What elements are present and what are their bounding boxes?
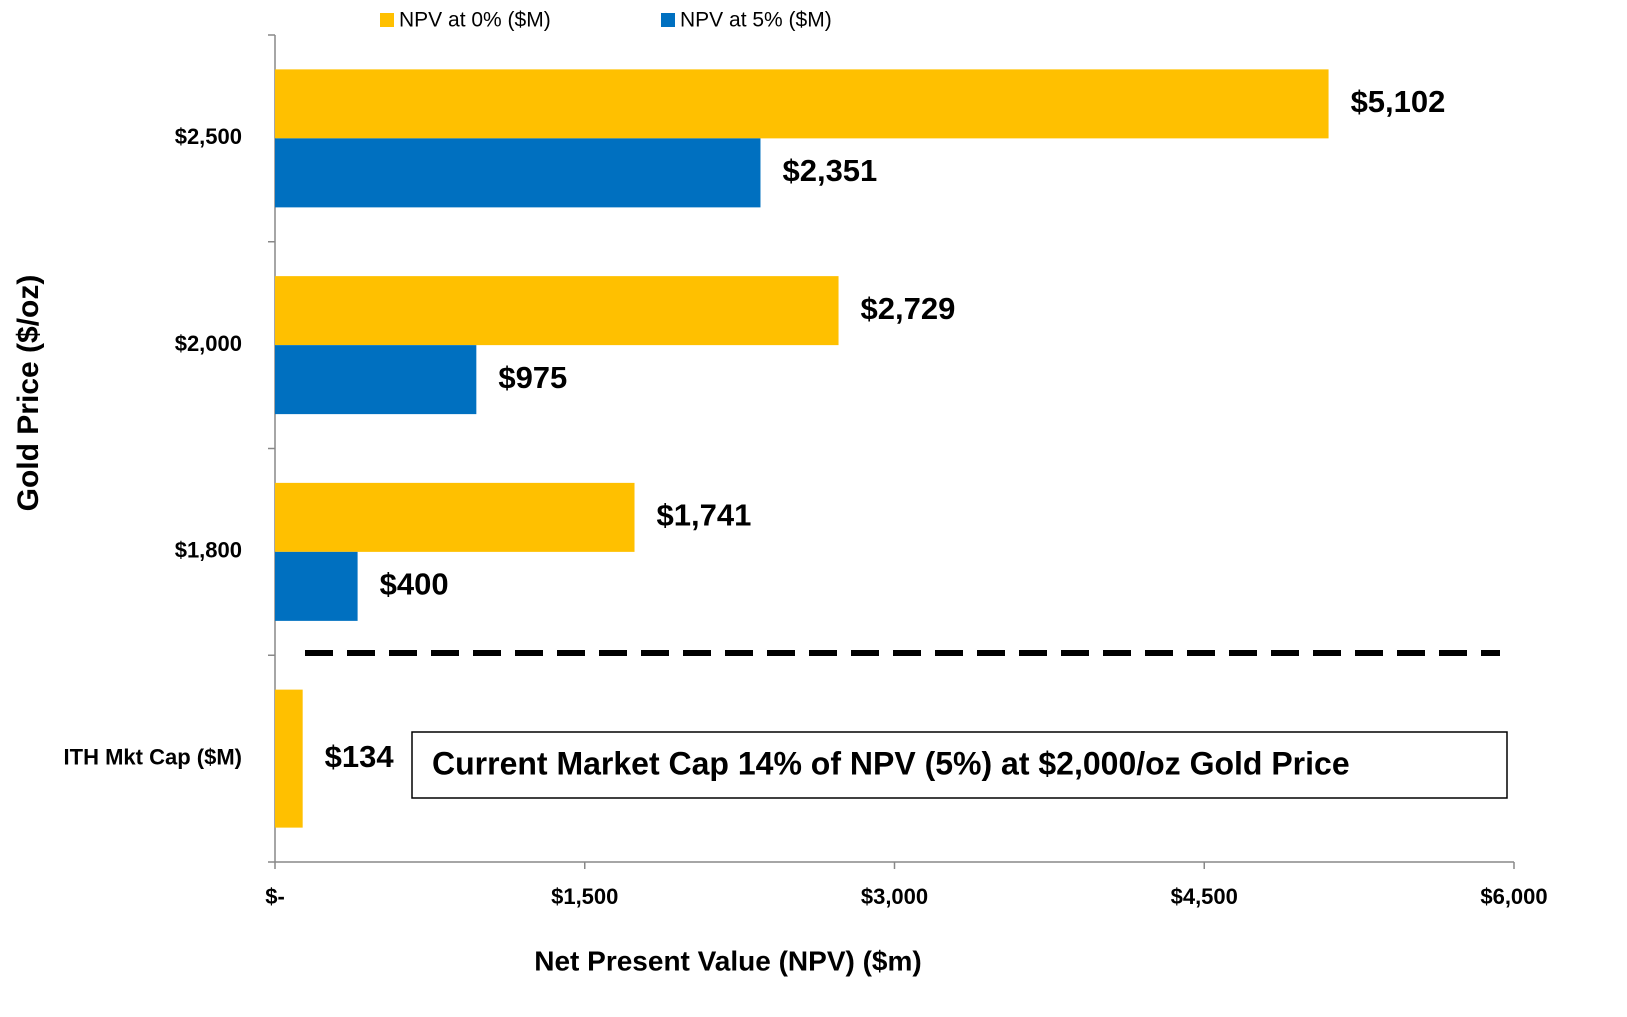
bar [275,689,303,828]
y-tick-label: $2,000 [175,331,242,356]
data-label: $5,102 [1351,84,1446,119]
y-tick-label: ITH Mkt Cap ($M) [64,744,242,769]
data-label: $2,729 [861,291,956,326]
legend-label: NPV at 5% ($M) [680,9,832,32]
annotation: Current Market Cap 14% of NPV (5%) at $2… [432,745,1350,781]
x-tick-label: $3,000 [861,884,928,909]
bar [275,138,761,208]
y-tick-label: $1,800 [175,538,242,563]
bar [275,551,358,621]
data-label: $134 [325,739,395,774]
y-tick-label: $2,500 [175,124,242,149]
x-axis-title: Net Present Value (NPV) ($m) [534,945,921,976]
x-tick-label: $6,000 [1480,884,1547,909]
legend-swatch [661,13,675,27]
bar [275,69,1329,139]
bar [275,276,839,346]
y-axis-title: Gold Price ($/oz) [12,275,45,512]
data-label: $2,351 [782,153,877,188]
annotation-box [411,731,1508,799]
bar [275,345,477,415]
x-tick-label: $4,500 [1171,884,1238,909]
legend-swatch [380,13,394,27]
data-label: $1,741 [657,498,752,533]
bar [275,482,635,552]
data-label: $400 [380,567,449,602]
legend-label: NPV at 0% ($M) [399,9,551,32]
x-tick-label: $- [265,884,285,909]
data-label: $975 [498,360,567,395]
x-tick-label: $1,500 [551,884,618,909]
